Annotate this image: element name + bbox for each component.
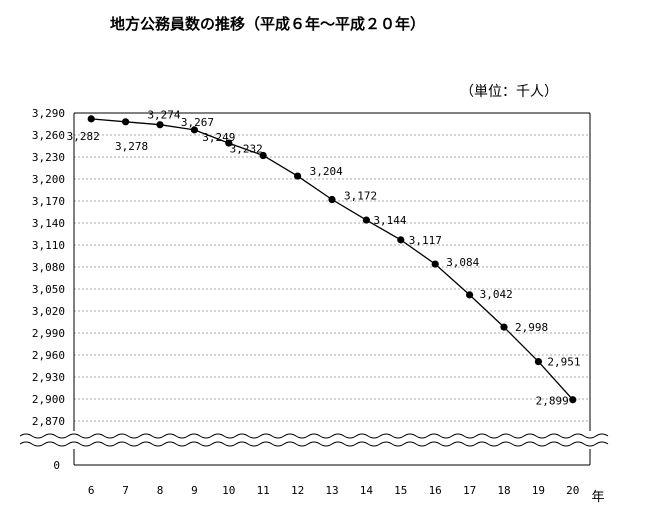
data-label: 3,249 [202, 131, 235, 144]
x-tick-label: 18 [497, 484, 510, 497]
y-tick-label: 2,870 [32, 415, 65, 428]
x-tick-label: 13 [325, 484, 338, 497]
data-label: 3,204 [310, 165, 343, 178]
data-label: 3,172 [344, 190, 377, 203]
axes [18, 112, 609, 466]
y-tick-label: 3,020 [32, 305, 65, 318]
data-point [362, 216, 370, 224]
data-point [156, 121, 164, 129]
data-point [294, 172, 302, 180]
x-tick-label: 12 [291, 484, 304, 497]
unit-label: （単位：千人） [460, 84, 558, 100]
y-tick-label: 2,960 [32, 349, 65, 362]
data-point [225, 139, 233, 147]
data-label: 3,084 [446, 256, 479, 269]
y-zero-label: 0 [53, 459, 60, 472]
y-tick-label: 3,290 [32, 107, 65, 120]
y-tick-label: 3,050 [32, 283, 65, 296]
data-label: 3,267 [181, 116, 214, 129]
data-point [569, 396, 577, 404]
x-tick-label: 14 [360, 484, 374, 497]
data-point [534, 358, 543, 366]
y-tick-label: 2,990 [32, 327, 65, 340]
x-tick-labels: 6 7 8 9 10 11 12 13 14 15 16 17 18 19 20 年 [88, 484, 605, 505]
data-label: 2,998 [515, 321, 548, 334]
x-tick-label: 11 [257, 484, 270, 497]
data-point [466, 291, 474, 299]
data-point [397, 236, 405, 244]
data-point [122, 118, 130, 126]
data-point [328, 195, 336, 204]
data-label: 3,042 [480, 288, 513, 301]
y-tick-label: 2,900 [32, 393, 65, 406]
x-tick-label: 7 [122, 484, 129, 497]
x-tick-label: 19 [532, 484, 545, 497]
chart-title: 地方公務員数の推移（平成６年～平成２０年） [110, 15, 425, 33]
data-point [431, 260, 439, 268]
axis-break-wave [19, 441, 609, 447]
y-tick-label: 3,110 [32, 239, 65, 252]
data-point [259, 151, 267, 160]
y-tick-label: 3,170 [32, 195, 65, 208]
grid-lines [74, 112, 590, 422]
data-label: 3,232 [230, 143, 263, 156]
data-label: 3,282 [67, 130, 100, 143]
x-tick-label: 6 [88, 484, 95, 497]
data-label: 2,899 [536, 395, 569, 408]
series-line [91, 118, 574, 401]
x-tick-label: 15 [394, 484, 407, 497]
y-tick-label: 3,080 [32, 261, 65, 274]
data-point [500, 323, 508, 331]
x-tick-label: 17 [463, 484, 476, 497]
data-label: 3,278 [115, 140, 148, 153]
y-tick-label: 3,260 [32, 129, 65, 142]
series [87, 115, 577, 404]
x-tick-label: 8 [157, 484, 164, 497]
data-label: 3,117 [409, 234, 442, 247]
data-point [87, 115, 95, 123]
data-point [190, 126, 198, 134]
x-tick-label: 9 [191, 484, 198, 497]
data-label: 2,951 [547, 356, 580, 369]
y-tick-label: 3,230 [32, 151, 65, 164]
y-tick-label: 3,200 [32, 173, 65, 186]
y-tick-label: 2,930 [32, 371, 65, 384]
x-tick-label: 10 [222, 484, 235, 497]
data-label: 3,144 [373, 214, 406, 227]
y-tick-labels: 3,290 3,260 3,230 3,200 3,170 3,140 3,110 3,080… [32, 107, 65, 472]
x-tick-label: 16 [429, 484, 442, 497]
data-label: 3,274 [147, 109, 180, 122]
x-tick-label: 20 [566, 484, 579, 497]
x-unit-label: 年 [591, 490, 604, 505]
y-tick-label: 3,140 [32, 217, 65, 230]
axis-break-wave [19, 433, 609, 439]
